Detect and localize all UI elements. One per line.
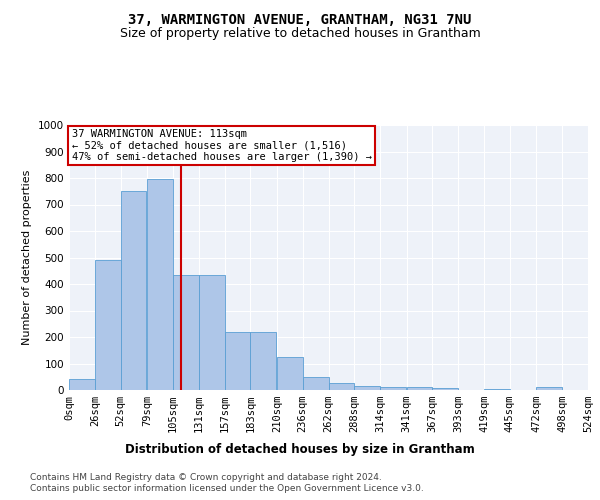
Bar bbox=[433, 388, 458, 390]
Bar bbox=[147, 180, 173, 390]
Bar bbox=[69, 380, 95, 390]
Bar bbox=[277, 357, 303, 390]
Bar bbox=[484, 388, 510, 390]
Text: 37, WARMINGTON AVENUE, GRANTHAM, NG31 7NU: 37, WARMINGTON AVENUE, GRANTHAM, NG31 7N… bbox=[128, 12, 472, 26]
Bar bbox=[354, 386, 380, 390]
Bar bbox=[329, 382, 354, 390]
Text: Size of property relative to detached houses in Grantham: Size of property relative to detached ho… bbox=[119, 28, 481, 40]
Text: Contains HM Land Registry data © Crown copyright and database right 2024.: Contains HM Land Registry data © Crown c… bbox=[30, 472, 382, 482]
Bar bbox=[173, 274, 199, 390]
Bar bbox=[199, 274, 224, 390]
Text: Contains public sector information licensed under the Open Government Licence v3: Contains public sector information licen… bbox=[30, 484, 424, 493]
Bar bbox=[95, 260, 121, 390]
Y-axis label: Number of detached properties: Number of detached properties bbox=[22, 170, 32, 345]
Bar bbox=[380, 388, 406, 390]
Bar bbox=[303, 377, 329, 390]
Text: Distribution of detached houses by size in Grantham: Distribution of detached houses by size … bbox=[125, 442, 475, 456]
Bar bbox=[121, 191, 146, 390]
Text: 37 WARMINGTON AVENUE: 113sqm
← 52% of detached houses are smaller (1,516)
47% of: 37 WARMINGTON AVENUE: 113sqm ← 52% of de… bbox=[71, 129, 371, 162]
Bar bbox=[407, 388, 433, 390]
Bar bbox=[536, 388, 562, 390]
Bar bbox=[250, 332, 276, 390]
Bar bbox=[224, 332, 250, 390]
